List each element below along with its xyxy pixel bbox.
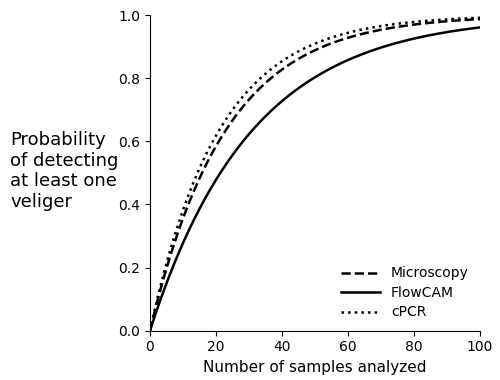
cPCR xyxy=(306,44,312,49)
Microscopy xyxy=(477,17,483,21)
Microscopy xyxy=(147,328,153,333)
Legend: Microscopy, FlowCAM, cPCR: Microscopy, FlowCAM, cPCR xyxy=(337,262,473,324)
FlowCAM xyxy=(477,25,483,30)
FlowCAM xyxy=(304,80,310,85)
FlowCAM xyxy=(418,35,424,40)
X-axis label: Number of samples analyzed: Number of samples analyzed xyxy=(203,360,427,375)
cPCR xyxy=(469,16,475,21)
FlowCAM xyxy=(344,59,349,63)
Microscopy xyxy=(326,42,332,47)
cPCR xyxy=(304,45,310,49)
Line: cPCR: cPCR xyxy=(150,18,480,331)
cPCR xyxy=(344,31,349,35)
Microscopy xyxy=(304,52,310,57)
cPCR xyxy=(418,19,424,24)
FlowCAM xyxy=(326,67,332,72)
Text: Probability
of detecting
at least one
veliger: Probability of detecting at least one ve… xyxy=(10,131,118,211)
cPCR xyxy=(147,328,153,333)
Microscopy xyxy=(306,51,312,55)
Microscopy xyxy=(469,17,475,22)
Line: Microscopy: Microscopy xyxy=(150,19,480,331)
FlowCAM xyxy=(147,328,153,333)
FlowCAM xyxy=(469,26,475,31)
Microscopy xyxy=(418,22,424,26)
cPCR xyxy=(326,36,332,41)
Line: FlowCAM: FlowCAM xyxy=(150,27,480,331)
cPCR xyxy=(477,16,483,20)
Microscopy xyxy=(344,36,349,41)
FlowCAM xyxy=(306,79,312,84)
